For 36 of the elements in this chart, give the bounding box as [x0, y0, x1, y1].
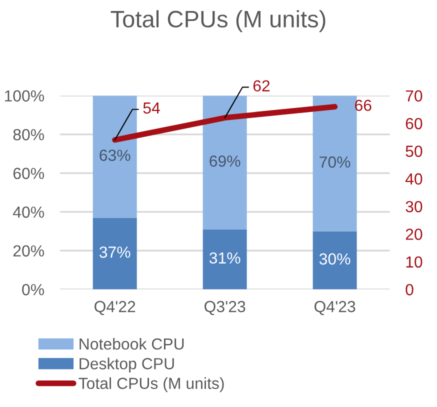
data-label: 31% [209, 252, 240, 264]
data-label: 69% [210, 155, 240, 167]
bar [202, 229, 247, 290]
legend-label: Total CPUs (M units) [78, 377, 224, 392]
bar [92, 218, 137, 290]
data-label: 70% [320, 156, 350, 168]
y-tick-label: 40% [12, 206, 44, 218]
y-tick-label: 80% [13, 129, 44, 140]
data-label: 54 [143, 102, 160, 114]
y-tick-label: 20% [13, 245, 44, 257]
y2-tick-label: 10 [406, 256, 422, 268]
y2-tick-label: 60 [406, 118, 422, 130]
data-label: 30% [319, 253, 350, 265]
y2-tick-label: 0 [406, 284, 414, 296]
y-tick-label: 0% [22, 284, 44, 296]
y2-tick-label: 50 [406, 146, 422, 157]
y2-tick-label: 40 [405, 173, 422, 185]
data-label: 63% [100, 150, 130, 161]
data-label: 37% [99, 246, 130, 258]
x-tick-label: Q3'23 [204, 300, 246, 316]
bar [312, 231, 357, 290]
data-label: 62 [253, 80, 270, 92]
y2-tick-label: 70 [406, 90, 422, 102]
bar [312, 96, 357, 232]
y2-tick-label: 20 [406, 228, 422, 240]
y-tick-label: 60% [13, 168, 44, 180]
y2-tick-label: 30 [406, 200, 422, 212]
legend-label: Notebook CPU [80, 338, 184, 350]
y-tick-label: 100% [4, 90, 44, 102]
bar [92, 96, 137, 218]
x-tick-label: Q4'22 [94, 300, 136, 316]
legend-label: Desktop CPU [80, 358, 174, 373]
x-tick-label: Q4'23 [314, 300, 356, 316]
chart-title: Total CPUs (M units) [110, 10, 326, 32]
data-label: 66 [355, 100, 372, 112]
bar [202, 96, 247, 230]
